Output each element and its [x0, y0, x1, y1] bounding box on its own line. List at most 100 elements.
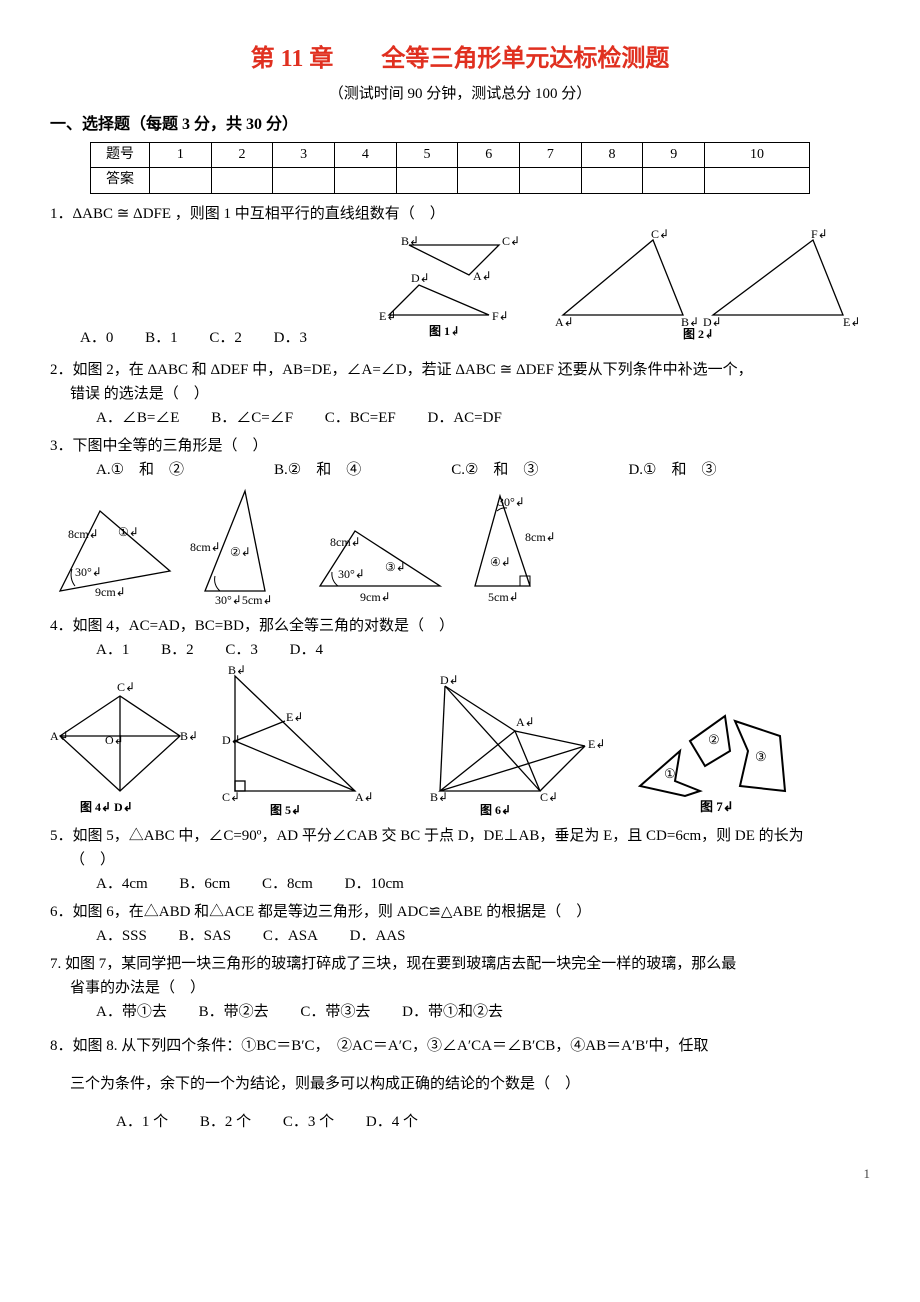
q1-opt-a: A．0	[80, 326, 113, 350]
q6-opt-a: A．SSS	[96, 924, 147, 948]
q2-text: 2．如图 2，在 ΔABC 和 ΔDEF 中，AB=DE，∠A=∠D，若证 ΔA…	[50, 358, 870, 382]
lbl: D↲	[222, 733, 241, 747]
answer-cell	[643, 168, 705, 193]
q5-opt-b: B．6cm	[179, 872, 230, 896]
fig1-label: 图 1↲	[429, 324, 460, 338]
answer-cell	[150, 168, 212, 193]
lbl: 9cm↲	[360, 590, 391, 604]
fig6-label: 图 6↲	[480, 803, 511, 817]
col-head: 6	[458, 142, 520, 167]
answer-cell	[458, 168, 520, 193]
lbl-B: B↲	[401, 234, 419, 248]
q3-opt-b: B.② 和 ④	[274, 458, 361, 482]
lbl-E: E↲	[379, 309, 396, 323]
figure-1: B↲ C↲ A↲ D↲ E↲ F↲ 图 1↲	[359, 230, 529, 350]
q6-opt-b: B．SAS	[179, 924, 232, 948]
lbl: 30°↲	[75, 565, 102, 579]
lbl: ②	[708, 732, 720, 747]
lbl: ③	[755, 749, 767, 764]
col-head: 1	[150, 142, 212, 167]
col-head: 5	[396, 142, 458, 167]
answer-cell	[273, 168, 335, 193]
question-1: 1．ΔABC ≅ ΔDFE ，则图 1 中互相平行的直线组数有（ ）	[50, 202, 870, 226]
lbl: 30°↲5cm↲	[215, 593, 273, 607]
row-label: 答案	[91, 168, 150, 193]
lbl: D↲	[440, 673, 459, 687]
q4-figures: A↲ C↲ B↲ O↲ 图 4↲ D↲ B↲ E↲ D↲ C↲ A↲ 图 5↲	[50, 666, 870, 816]
answer-cell	[211, 168, 273, 193]
question-3: 3．下图中全等的三角形是（ ） A.① 和 ② B.② 和 ④ C.② 和 ③ …	[50, 434, 870, 482]
q3-tri4: 30°↲ 8cm↲ ④↲ 5cm↲	[460, 486, 560, 606]
q5-opt-c: C．8cm	[262, 872, 313, 896]
lbl: A↲	[355, 790, 374, 804]
fig7-label: 图 7↲	[700, 799, 734, 814]
lbl: B↲	[180, 729, 198, 743]
answer-table: 题号 1 2 3 4 5 6 7 8 9 10 答案	[90, 142, 810, 194]
q8-opt-b: B．2 个	[200, 1110, 251, 1134]
col-head: 7	[520, 142, 582, 167]
q3-tri3: 8cm↲ 30°↲ ③↲ 9cm↲	[310, 516, 450, 606]
answer-cell	[520, 168, 582, 193]
lbl: A↲	[50, 729, 69, 743]
question-5: 5．如图 5，△ABC 中，∠C=90º，AD 平分∠CAB 交 BC 于点 D…	[50, 824, 870, 896]
lbl-D: D↲	[411, 271, 430, 285]
q2-opt-c: C．BC=EF	[325, 406, 396, 430]
question-7: 7. 如图 7，某同学把一块三角形的玻璃打碎成了三块，现在要到玻璃店去配一块完全…	[50, 952, 870, 1024]
q7-opt-d: D．带①和②去	[402, 1000, 503, 1024]
q5-text: 5．如图 5，△ABC 中，∠C=90º，AD 平分∠CAB 交 BC 于点 D…	[50, 824, 870, 848]
subtitle: （测试时间 90 分钟，测试总分 100 分）	[50, 82, 870, 106]
col-head: 9	[643, 142, 705, 167]
lbl: C↲	[222, 790, 240, 804]
lbl-A: A↲	[555, 315, 574, 329]
q1-opt-c: C．2	[209, 326, 242, 350]
answer-cell	[396, 168, 458, 193]
q1-opt-b: B．1	[145, 326, 178, 350]
figure-7: ① ② ③ 图 7↲	[630, 696, 800, 816]
q3-tri2: 8cm↲ ②↲ 30°↲5cm↲	[190, 486, 300, 606]
table-row: 答案	[91, 168, 810, 193]
col-head: 4	[335, 142, 397, 167]
q2-text2: 错误 的选法是（ ）	[70, 382, 870, 406]
q8-opt-c: C．3 个	[283, 1110, 334, 1134]
lbl: 30°↲	[338, 567, 365, 581]
q1-opt-d: D．3	[274, 326, 307, 350]
lbl: C↲	[540, 790, 558, 804]
q1-figures: A．0 B．1 C．2 D．3 B↲ C↲ A↲ D↲ E↲ F↲ 图 1↲ A…	[50, 230, 870, 350]
lbl-C: C↲	[651, 227, 669, 241]
question-8: 8．如图 8. 从下列四个条件：①BC＝B′C， ②AC＝A′C，③∠A′CA＝…	[50, 1034, 870, 1134]
answer-cell	[335, 168, 397, 193]
question-2: 2．如图 2，在 ΔABC 和 ΔDEF 中，AB=DE，∠A=∠D，若证 ΔA…	[50, 358, 870, 430]
lbl: 30°↲	[498, 495, 525, 509]
q7-opt-c: C．带③去	[300, 1000, 370, 1024]
lbl: ①	[664, 766, 676, 781]
q3-figures: 8cm↲ ①↲ 30°↲ 9cm↲ 8cm↲ ②↲ 30°↲5cm↲ 8cm↲ …	[50, 486, 870, 606]
figure-4: A↲ C↲ B↲ O↲ 图 4↲ D↲	[50, 676, 190, 816]
answer-cell	[581, 168, 643, 193]
q4-text: 4．如图 4，AC=AD，BC=BD，那么全等三角的对数是（ ）	[50, 614, 870, 638]
lbl: E↲	[286, 710, 303, 724]
col-head: 8	[581, 142, 643, 167]
page-number: 1	[50, 1164, 870, 1185]
fig2-label: 图 2↲	[683, 327, 714, 341]
figure-5: B↲ E↲ D↲ C↲ A↲ 图 5↲	[220, 666, 370, 816]
lbl: E↲	[588, 737, 605, 751]
q7-opt-a: A．带①去	[96, 1000, 167, 1024]
lbl: ②↲	[230, 545, 251, 559]
q3-opt-a: A.① 和 ②	[96, 458, 184, 482]
q4-opt-a: A．1	[96, 638, 129, 662]
question-6: 6．如图 6，在△ABD 和△ACE 都是等边三角形，则 ADC≌△ABE 的根…	[50, 900, 870, 948]
lbl-F: F↲	[811, 227, 828, 241]
q5-opt-d: D．10cm	[345, 872, 404, 896]
q2-opt-d: D．AC=DF	[428, 406, 502, 430]
q4-opt-b: B．2	[161, 638, 194, 662]
q8-opt-a: A．1 个	[116, 1110, 168, 1134]
figure-2: A↲ B↲ C↲ D↲ E↲ F↲ 图 2↲	[553, 230, 853, 350]
lbl: 8cm↲	[190, 540, 221, 554]
lbl: C↲	[117, 680, 135, 694]
fig5-label: 图 5↲	[270, 803, 301, 817]
q2-opt-b: B．∠C=∠F	[211, 406, 293, 430]
lbl: ③↲	[385, 560, 406, 574]
question-4: 4．如图 4，AC=AD，BC=BD，那么全等三角的对数是（ ） A．1 B．2…	[50, 614, 870, 662]
lbl-E: E↲	[843, 315, 860, 329]
q4-opt-c: C．3	[225, 638, 258, 662]
